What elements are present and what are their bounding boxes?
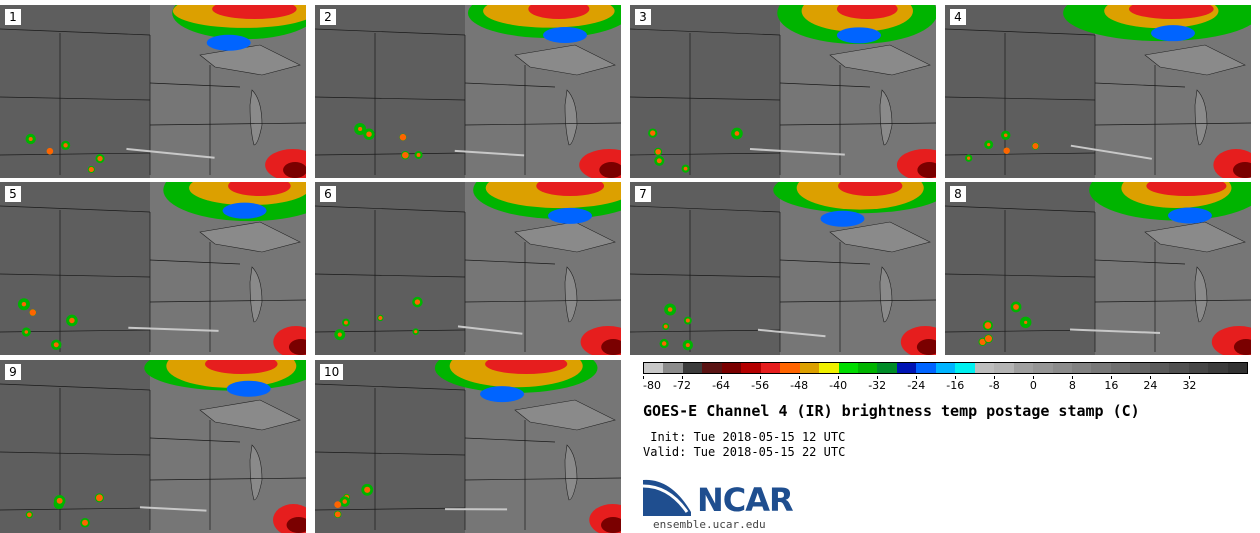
colorbar-swatch	[760, 363, 781, 373]
colorbar-swatch	[1052, 363, 1072, 373]
colorbar-tick-mark	[1189, 376, 1191, 379]
colorbar-swatch	[1149, 363, 1170, 373]
colorbar-swatch	[1091, 363, 1111, 373]
colorbar-swatch	[974, 363, 995, 373]
colorbar-tick-mark	[799, 376, 801, 379]
figure-title: GOES-E Channel 4 (IR) brightness temp po…	[643, 402, 1140, 420]
panel-number: 4	[950, 9, 966, 25]
colorbar-swatch	[1033, 363, 1053, 373]
panel-number: 1	[5, 9, 21, 25]
panel-4: 4	[945, 5, 1251, 178]
colorbar-tick-label: -64	[712, 379, 731, 392]
colorbar-tick-label: -56	[751, 379, 770, 392]
colorbar-tick-mark	[1150, 376, 1152, 379]
logo-text: NCAR	[697, 481, 794, 519]
colorbar-ticks: -80 -72 -64 -56 -48 -40 -32 -24 -16 -8 0 8 16 24 32	[643, 376, 1248, 392]
colorbar-tick-label: 24	[1143, 379, 1158, 392]
panel-10: 10	[315, 360, 621, 533]
colorbar-tick-mark	[1111, 376, 1113, 379]
colorbar-swatch	[1169, 363, 1189, 373]
colorbar-tick-label: 32	[1182, 379, 1197, 392]
colorbar-swatch	[721, 363, 742, 373]
colorbar-tick-label: -80	[643, 379, 661, 392]
panel-number: 9	[5, 364, 21, 380]
panel-number: 3	[635, 9, 651, 25]
colorbar-tick-label: -48	[790, 379, 809, 392]
colorbar-tick-mark	[916, 376, 918, 379]
colorbar-swatch	[935, 363, 956, 373]
colorbar-swatch	[1110, 363, 1131, 373]
colorbar-tick-label: -72	[673, 379, 692, 392]
colorbar-swatch	[1071, 363, 1092, 373]
colorbar-swatch	[780, 363, 800, 373]
colorbar-swatch	[1227, 363, 1248, 373]
colorbar-swatch	[799, 363, 820, 373]
colorbar-swatch	[663, 363, 683, 373]
panel-1: 1	[0, 5, 306, 178]
colorbar-tick-mark	[760, 376, 762, 379]
panel-number: 5	[5, 186, 21, 202]
panel-number: 8	[950, 186, 966, 202]
panel-5: 5	[0, 182, 306, 355]
colorbar-tick-mark	[877, 376, 879, 379]
colorbar-swatch	[838, 363, 858, 373]
colorbar-swatch	[994, 363, 1014, 373]
colorbar-swatch	[877, 363, 897, 373]
colorbar-tick-mark	[994, 376, 996, 379]
colorbar-tick-mark	[643, 376, 644, 379]
colorbar-tick-label: -32	[868, 379, 887, 392]
panel-3: 3	[630, 5, 936, 178]
colorbar-tick-mark	[1072, 376, 1074, 379]
panel-7: 7	[630, 182, 936, 355]
colorbar-tick-label: -40	[829, 379, 848, 392]
panel-number: 10	[320, 364, 344, 380]
panel-number: 6	[320, 186, 336, 202]
colorbar-swatch	[1130, 363, 1150, 373]
colorbar-tick-label: 0	[1029, 379, 1037, 392]
colorbar-tick-label: -24	[907, 379, 926, 392]
logo-url: ensemble.ucar.edu	[653, 518, 766, 531]
colorbar-tick-label: 16	[1104, 379, 1119, 392]
colorbar-swatch	[702, 363, 722, 373]
colorbar-tick-mark	[1033, 376, 1035, 379]
colorbar-swatch	[682, 363, 703, 373]
colorbar-tick-mark	[838, 376, 840, 379]
colorbar-swatch	[819, 363, 839, 373]
colorbar-swatch	[644, 363, 664, 373]
init-time: Init: Tue 2018-05-15 12 UTC	[643, 430, 846, 444]
colorbar-swatch	[1188, 363, 1209, 373]
panel-6: 6	[315, 182, 621, 355]
colorbar-swatch	[1013, 363, 1034, 373]
colorbar-tick-mark	[682, 376, 684, 379]
panel-number: 2	[320, 9, 336, 25]
colorbar-tick-mark	[721, 376, 723, 379]
colorbar-swatch	[916, 363, 936, 373]
colorbar-tick-label: -16	[946, 379, 965, 392]
colorbar-swatch	[896, 363, 917, 373]
colorbar-tick-mark	[955, 376, 957, 379]
colorbar	[643, 362, 1248, 374]
panel-number: 7	[635, 186, 651, 202]
panel-2: 2	[315, 5, 621, 178]
colorbar-swatch	[1208, 363, 1228, 373]
colorbar-swatch	[955, 363, 975, 373]
valid-time: Valid: Tue 2018-05-15 22 UTC	[643, 445, 846, 459]
colorbar-tick-label: 8	[1068, 379, 1076, 392]
colorbar-swatch	[857, 363, 878, 373]
ncar-logo-icon	[643, 479, 691, 516]
colorbar-swatch	[741, 363, 761, 373]
panel-9: 9	[0, 360, 306, 533]
colorbar-tick-label: -8	[988, 379, 1000, 392]
panel-8: 8	[945, 182, 1251, 355]
